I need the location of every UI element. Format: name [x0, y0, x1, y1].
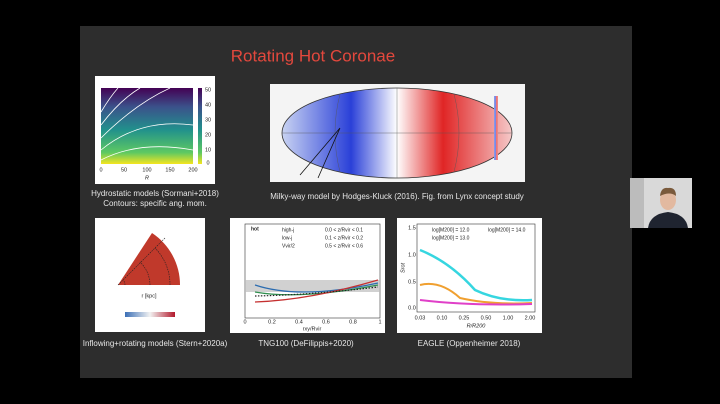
- tick-label: 0: [243, 319, 246, 325]
- series-line: [419, 282, 533, 305]
- legend-entry: high-j: [282, 227, 294, 233]
- legend-entry: log[M200] = 14.0: [488, 227, 526, 233]
- vvir-band: [245, 280, 380, 292]
- colorbar-tick: 30: [205, 117, 211, 123]
- series-line: [419, 248, 533, 302]
- legend-entry: log[M200] = 12.0: [432, 227, 470, 233]
- axes-frame: [416, 223, 536, 313]
- legend-entry: 0.0 < z/Rvir < 0.1: [325, 227, 363, 233]
- caption: Inflowing+rotating models (Stern+2020a): [83, 339, 228, 348]
- series-line: [254, 282, 379, 293]
- pointer-lines: [299, 127, 341, 179]
- panel-tag: hot: [251, 226, 259, 232]
- legend-entry: 0.5 < z/Rvir < 0.6: [325, 243, 363, 249]
- series-line: [419, 299, 533, 306]
- series-line: [254, 284, 379, 296]
- tick-label: 0.5: [408, 279, 416, 285]
- tick-label: 1.0: [408, 252, 416, 258]
- panel-inflow: r [kpc] Inflowing+rotating models (Stern…: [83, 218, 228, 348]
- tick-label: 50: [121, 167, 127, 173]
- caption: TNG100 (DeFilippis+2020): [258, 339, 354, 348]
- tick-label: 100: [142, 167, 151, 173]
- colormap: [101, 88, 193, 164]
- legend-entry: Vvir/2: [282, 243, 295, 249]
- colorbar-tick: 40: [205, 102, 211, 108]
- caption: Hydrostatic models (Sormani+2018): [91, 189, 219, 198]
- slide-title: Rotating Hot Coronae: [231, 46, 395, 65]
- tick-label: 2.00: [525, 315, 536, 321]
- legend-entry: log[M200] = 13.0: [432, 235, 470, 241]
- caption: Contours: specific ang. mom.: [103, 199, 207, 208]
- tick-label: 200: [188, 167, 197, 173]
- tick-label: 0.4: [295, 319, 303, 325]
- tick-label: 0.25: [459, 315, 470, 321]
- tick-label: 0.6: [322, 319, 330, 325]
- streamlines: [117, 237, 171, 286]
- figure-bg: [397, 218, 542, 333]
- shoulders: [648, 212, 688, 228]
- panel-hydrostatic: 0 50 100 150 200 R 50 40 30 20 10 0 Hydr…: [91, 76, 219, 208]
- tick-label: 0.50: [481, 315, 492, 321]
- tick-label: 0.0: [408, 305, 416, 311]
- series-line: [254, 279, 379, 303]
- panel-eagle: log[M200] = 12.0 log[M200] = 13.0 log[M2…: [397, 218, 542, 348]
- caption: EAGLE (Oppenheimer 2018): [418, 339, 521, 348]
- tick-label: 1.5: [408, 225, 416, 231]
- axis-label: rxy/Rvir: [303, 326, 322, 332]
- hair: [660, 187, 676, 196]
- tick-label: 0: [99, 167, 102, 173]
- panel-milky-way: Milky-way model by Hodges-Kluck (2016). …: [270, 84, 525, 201]
- tick-label: 0.03: [415, 315, 426, 321]
- axis-label: R: [145, 175, 149, 181]
- colorbar: [125, 312, 175, 317]
- face: [660, 190, 676, 210]
- graticule: [282, 88, 512, 178]
- tick-label: 1.00: [503, 315, 514, 321]
- colorbar-tick: 10: [205, 147, 211, 153]
- colorbar: [494, 96, 498, 160]
- colorbar: [198, 88, 202, 164]
- panel-tng100: hot high-j low-j Vvir/2 0.0 < z/Rvir < 0…: [230, 218, 385, 348]
- series-line: [254, 286, 379, 297]
- tick-label: 1: [378, 319, 381, 325]
- colorbar-tick: 50: [205, 87, 211, 93]
- webcam-tile: [630, 178, 692, 228]
- caption: Milky-way model by Hodges-Kluck (2016). …: [270, 192, 524, 201]
- colorbar-tick: 0: [206, 160, 209, 166]
- tick-label: 0.2: [268, 319, 276, 325]
- tick-label: 150: [165, 167, 174, 173]
- legend-entry: low-j: [282, 235, 292, 241]
- tick-label: 0.8: [349, 319, 357, 325]
- axes-frame: [244, 223, 381, 319]
- axis-label: R/R200: [467, 323, 487, 329]
- wedge: [118, 233, 181, 285]
- legend-entry: 0.1 < z/Rvir < 0.2: [325, 235, 363, 241]
- colorbar-tick: 20: [205, 132, 211, 138]
- tick-label: 0.10: [437, 315, 448, 321]
- axis-label: Srot: [400, 262, 406, 273]
- figure-bg: [230, 218, 385, 333]
- door: [630, 178, 644, 228]
- contours: [100, 87, 194, 161]
- axis-label: r [kpc]: [142, 293, 157, 299]
